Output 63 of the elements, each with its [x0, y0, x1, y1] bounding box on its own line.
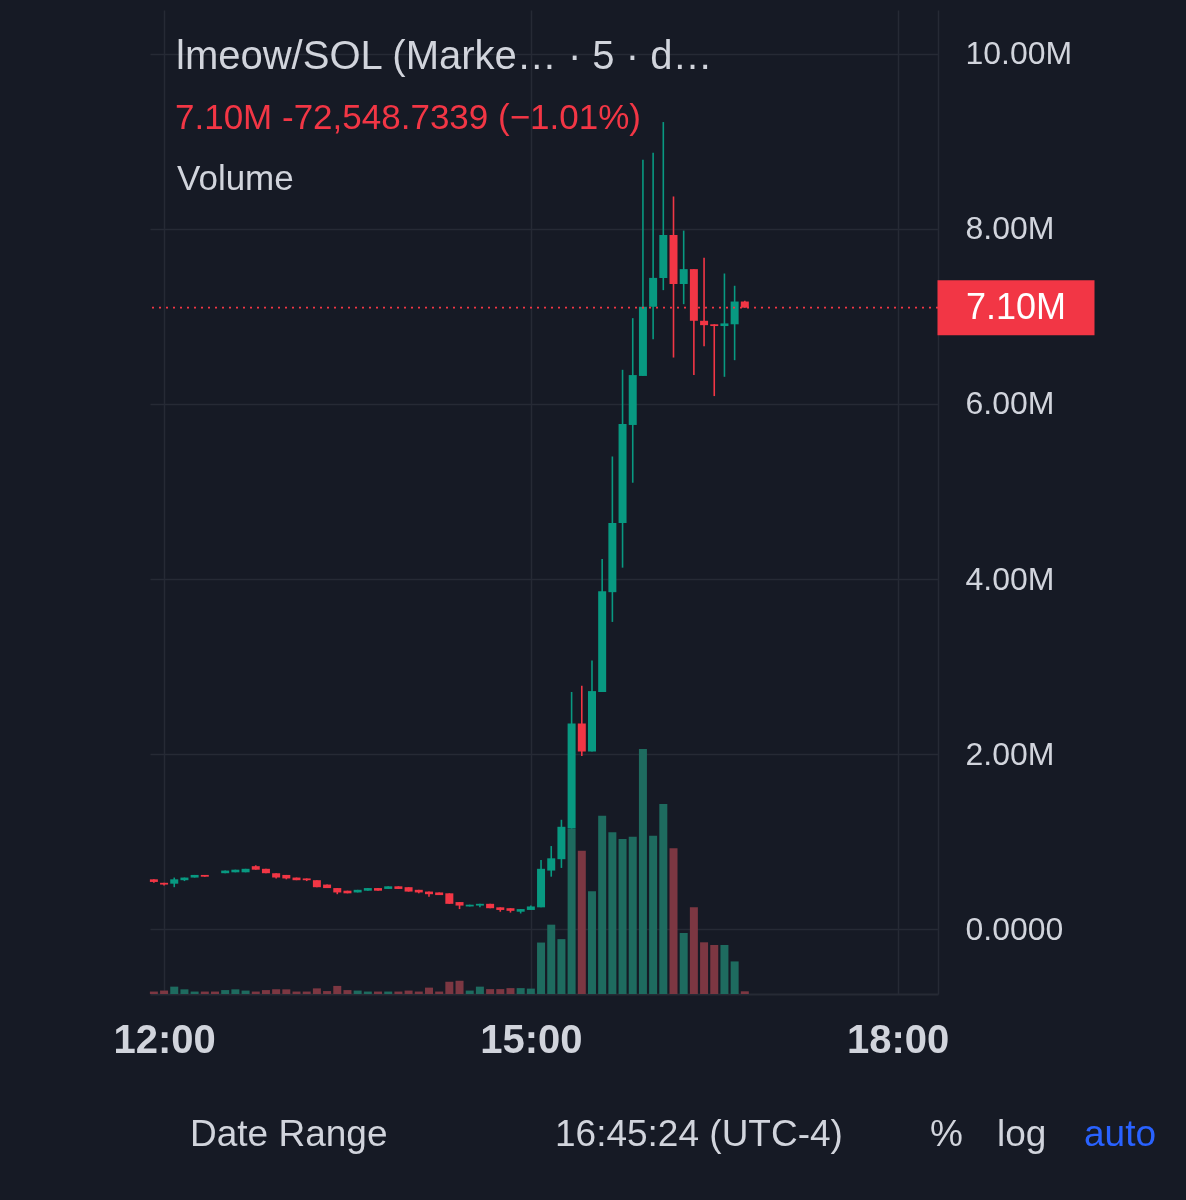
bar: [231, 989, 240, 994]
x-tick-label: 12:00: [113, 1016, 216, 1061]
y-tick-label: 2.00M: [965, 735, 1055, 772]
bar: [272, 989, 281, 994]
bar: [445, 981, 454, 994]
text: %: [930, 1113, 963, 1154]
bar: [547, 924, 556, 994]
bar: [221, 990, 230, 994]
text: lmeow/SOL (Marke… · 5 · d…: [176, 33, 713, 77]
bar: [333, 985, 342, 994]
bar: [700, 942, 709, 994]
bar: [628, 836, 637, 994]
bar: [679, 933, 688, 994]
bar: [608, 832, 617, 994]
ref-line-label: 7.10M: [965, 285, 1067, 327]
candlestick: [710, 323, 719, 397]
text: auto: [1084, 1113, 1157, 1154]
bar: [475, 986, 484, 994]
y-tick-label: 4.00M: [965, 560, 1055, 597]
bar: [710, 945, 719, 994]
bar: [689, 907, 698, 994]
y-tick-label: 6.00M: [965, 385, 1055, 422]
bar: [323, 991, 332, 994]
bar: [343, 990, 352, 994]
bar: [649, 835, 658, 994]
bar: [516, 988, 525, 994]
bar: [638, 749, 647, 994]
bar: [720, 945, 729, 994]
text: 7.10M -72,548.7339 (−1.01%): [175, 97, 642, 136]
y-tick-label: 8.00M: [965, 210, 1055, 247]
chart-title: Volume: [177, 158, 294, 197]
bar: [598, 815, 607, 994]
candlestick: [679, 229, 688, 305]
bar: [740, 991, 749, 994]
bar: [261, 990, 270, 994]
bar: [496, 989, 505, 994]
text: Date Range: [190, 1113, 388, 1154]
bar: [577, 850, 586, 994]
bar: [180, 989, 189, 994]
bar: [282, 989, 291, 994]
bar: [730, 961, 739, 994]
y-tick-label: 0.0000: [965, 910, 1064, 947]
candlestick: [730, 284, 739, 361]
bar: [669, 848, 678, 994]
bar: [455, 980, 464, 994]
text: 16:45:24 (UTC-4): [555, 1113, 843, 1154]
candlestick: [720, 272, 729, 378]
bar: [618, 838, 627, 994]
y-tick-label: 10.00M: [965, 35, 1073, 72]
text: log: [997, 1113, 1047, 1154]
bar: [506, 988, 515, 994]
bar: [537, 942, 546, 994]
bar: [424, 987, 433, 994]
candlestick: [547, 845, 556, 878]
bar: [659, 803, 668, 994]
bar: [557, 939, 566, 994]
bar: [486, 989, 495, 994]
bar: [526, 988, 535, 994]
bar: [170, 986, 179, 994]
x-tick-label: 18:00: [847, 1016, 950, 1061]
bar: [587, 891, 596, 994]
x-tick-label: 15:00: [480, 1016, 583, 1061]
bar: [312, 988, 321, 994]
